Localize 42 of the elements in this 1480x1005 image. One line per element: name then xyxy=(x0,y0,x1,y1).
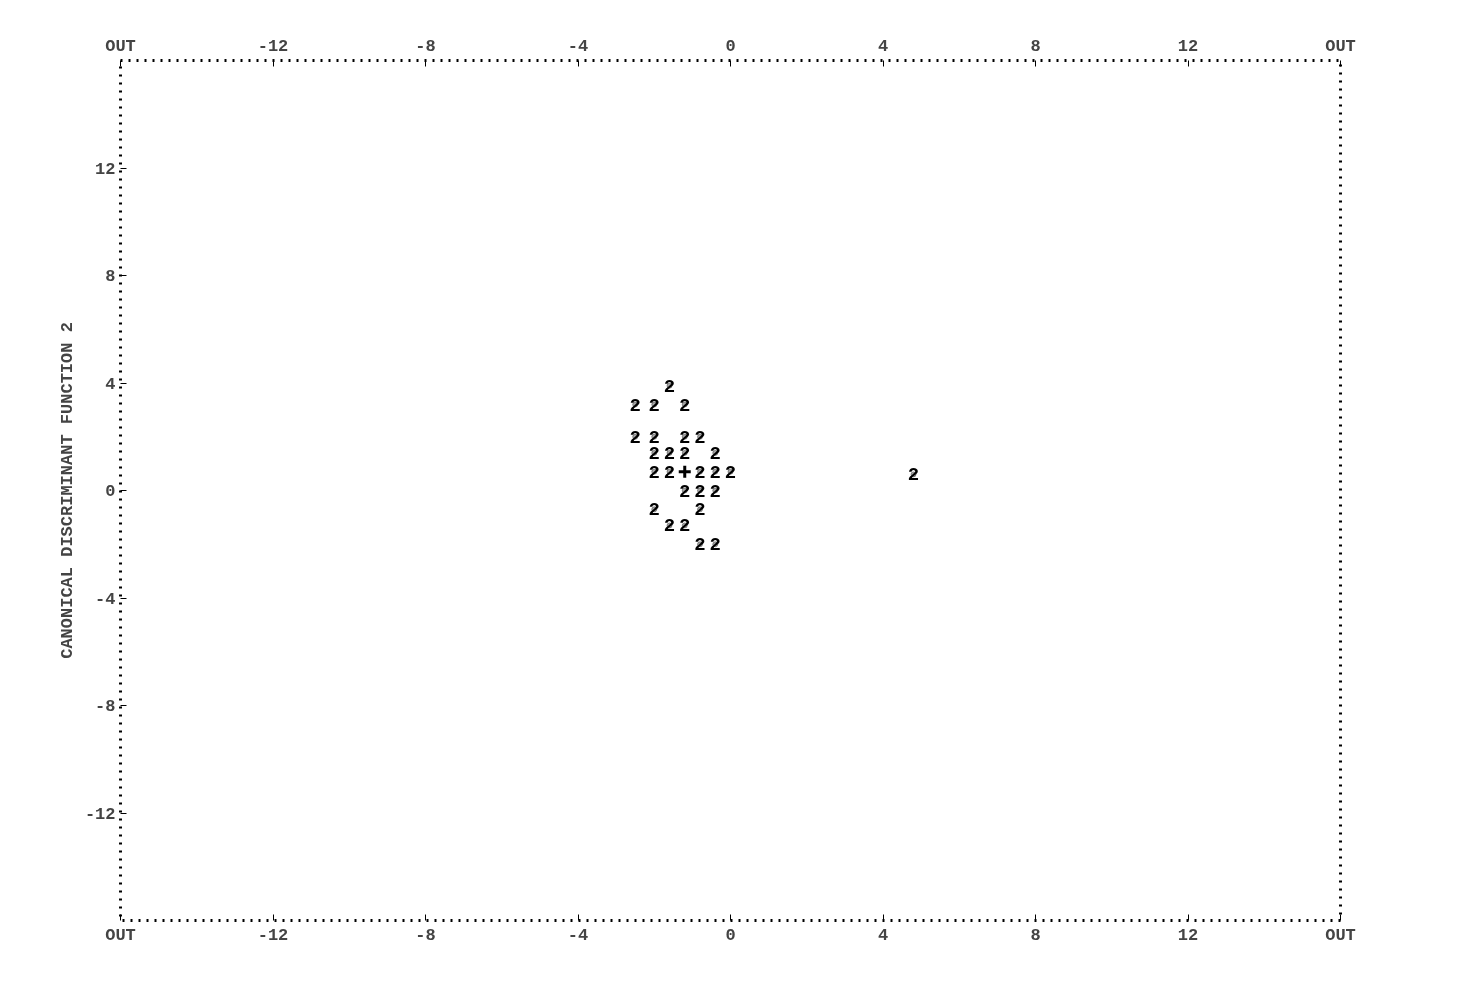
x2-tick-label: OUT xyxy=(105,36,136,56)
x2-tick-label: -4 xyxy=(567,36,589,56)
x2-tick-label: 0 xyxy=(725,36,736,56)
y-tick-label: -4 xyxy=(95,589,116,609)
point xyxy=(677,464,693,480)
text: 2 xyxy=(679,515,691,538)
series-label: 2 xyxy=(648,499,660,522)
y-tick-label: 12 xyxy=(95,159,116,179)
x-tick-label: 8 xyxy=(1030,925,1041,945)
x2-tick-label: 12 xyxy=(1177,36,1199,56)
text: 2 xyxy=(694,426,706,449)
x-tick-label: -4 xyxy=(567,925,589,945)
x-tick-label: OUT xyxy=(1325,925,1356,945)
text: 2 xyxy=(724,461,737,484)
text: 2 xyxy=(694,534,706,557)
y-tick-label: -12 xyxy=(84,804,116,824)
y-tick-label: -8 xyxy=(95,697,116,716)
x-tick-label: 4 xyxy=(877,925,889,945)
x-tick-label: 12 xyxy=(1177,925,1199,945)
text: 2 xyxy=(679,442,691,465)
text: 2 xyxy=(663,515,676,538)
x2-tick-label: 4 xyxy=(877,36,889,56)
text: 2 xyxy=(679,480,691,503)
y-tick-label: 8 xyxy=(105,267,116,286)
x2-tick-label: OUT xyxy=(1325,36,1356,56)
x2-tick-label: -12 xyxy=(257,36,289,56)
text: 2 xyxy=(663,375,676,398)
x-tick-label: -8 xyxy=(415,925,436,945)
text: 2 xyxy=(629,394,641,417)
text: 2 xyxy=(679,394,691,417)
text: 2 xyxy=(629,426,641,449)
y-axis-title: CANONICAL DISCRIMINANT FUNCTION 2 xyxy=(57,322,77,659)
x2-tick-label: 8 xyxy=(1030,36,1041,56)
y-tick-label: 4 xyxy=(105,374,116,394)
text: 2 xyxy=(709,534,721,557)
y-tick-label: 0 xyxy=(105,482,116,501)
text: 2 xyxy=(648,394,660,417)
x-tick-label: OUT xyxy=(105,925,136,945)
x2-tick-label: -8 xyxy=(415,36,436,56)
x-tick-label: -12 xyxy=(257,925,289,945)
text: 2 xyxy=(907,464,920,487)
x-tick-label: 0 xyxy=(725,925,736,945)
